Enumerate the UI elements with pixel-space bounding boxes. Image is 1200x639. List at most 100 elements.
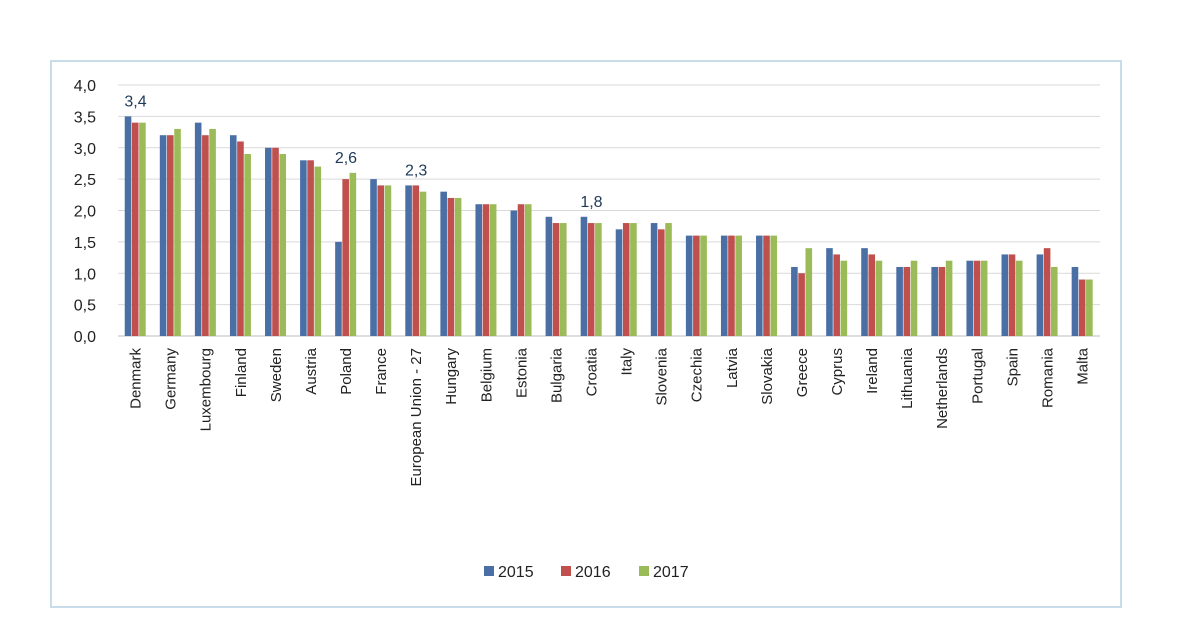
- x-tick-label: Luxembourg: [198, 348, 215, 431]
- bar: [552, 223, 560, 336]
- bar: [279, 154, 287, 336]
- bar: [384, 185, 392, 336]
- bar: [517, 204, 525, 336]
- y-tick-label: 2,5: [74, 172, 96, 189]
- bar: [559, 223, 567, 336]
- bar: [167, 135, 174, 336]
- bar: [194, 122, 202, 337]
- x-tick-label: Cyprus: [829, 348, 846, 396]
- bar: [763, 235, 770, 336]
- x-tick-label: Spain: [1004, 348, 1021, 386]
- legend-label: 2015: [498, 564, 534, 581]
- bar: [622, 223, 630, 336]
- y-tick-label: 1,5: [74, 235, 96, 252]
- x-tick-label: Ireland: [864, 348, 881, 394]
- bar: [861, 248, 868, 336]
- legend-label: 2017: [653, 564, 689, 581]
- x-tick-label: France: [373, 348, 390, 395]
- x-tick-label: Slovenia: [654, 347, 671, 405]
- y-tick-label: 0,0: [74, 329, 96, 346]
- bar: [412, 185, 420, 336]
- y-tick-label: 2,0: [74, 204, 96, 221]
- bar: [209, 128, 216, 336]
- bar: [938, 266, 946, 336]
- bar: [595, 223, 602, 336]
- data-label: 2,6: [335, 150, 357, 167]
- bar: [1015, 260, 1023, 336]
- bar: [1036, 254, 1044, 336]
- bar: [973, 260, 981, 336]
- bar: [980, 260, 988, 336]
- bar: [685, 235, 693, 336]
- bar: [377, 185, 385, 336]
- bar: [1071, 266, 1079, 336]
- bar: [630, 223, 637, 336]
- bar: [833, 254, 840, 336]
- y-tick-label: 3,5: [74, 109, 96, 126]
- x-tick-label: Lithuania: [899, 347, 916, 409]
- bar: [1078, 279, 1086, 336]
- x-tick-label: Croatia: [583, 347, 600, 396]
- bar: [300, 160, 307, 336]
- bar: [272, 147, 279, 336]
- bar: [658, 229, 665, 336]
- bar: [910, 260, 918, 336]
- x-tick-label: European Union - 27: [408, 348, 425, 486]
- bar: [244, 154, 251, 336]
- x-tick-label: Belgium: [478, 348, 495, 402]
- bar: [265, 147, 272, 336]
- bar: [615, 229, 623, 336]
- y-tick-label: 3,0: [74, 141, 96, 158]
- x-tick-label: Portugal: [969, 348, 986, 404]
- bar: [798, 273, 805, 336]
- bar: [693, 235, 700, 336]
- x-tick-label: Netherlands: [934, 348, 951, 429]
- x-tick-label: Slovakia: [759, 347, 776, 404]
- bar: [349, 172, 357, 336]
- bar: [1086, 279, 1093, 336]
- bar: [174, 128, 181, 336]
- bar: [720, 235, 728, 336]
- bar: [868, 254, 876, 336]
- x-tick-label: Greece: [794, 348, 811, 397]
- bar: [405, 185, 412, 336]
- bar: [419, 191, 427, 336]
- bar: [1008, 254, 1016, 336]
- x-tick-label: Hungary: [443, 348, 460, 405]
- x-tick-label: Poland: [338, 348, 355, 395]
- bar: [826, 248, 833, 336]
- x-tick-label: Italy: [619, 348, 636, 376]
- bar: [124, 116, 132, 336]
- x-tick-label: Sweden: [268, 348, 285, 402]
- bar: [229, 135, 237, 336]
- legend-label: 2016: [575, 564, 611, 581]
- bar: [756, 235, 763, 336]
- bar: [665, 223, 672, 336]
- legend-swatch: [484, 566, 494, 576]
- x-tick-label: Estonia: [513, 347, 530, 398]
- bar: [966, 260, 974, 336]
- bar: [1001, 254, 1009, 336]
- bar: [342, 179, 349, 336]
- bar: [840, 260, 848, 336]
- bar: [791, 266, 798, 336]
- bar: [875, 260, 883, 336]
- x-tick-label: Austria: [303, 347, 320, 394]
- bar: [475, 204, 483, 336]
- x-tick-label: Malta: [1074, 347, 1091, 384]
- bar: [454, 197, 462, 336]
- bar: [580, 216, 588, 336]
- bar: [728, 235, 735, 336]
- bar: [131, 122, 139, 337]
- legend-swatch: [561, 566, 571, 576]
- x-tick-label: Romania: [1039, 347, 1056, 408]
- x-tick-label: Finland: [233, 348, 250, 397]
- bar: [307, 160, 314, 336]
- data-label: 1,8: [580, 194, 602, 211]
- bar: [370, 179, 377, 336]
- bar: [931, 266, 938, 336]
- bar: [510, 210, 518, 336]
- bar: [202, 135, 209, 336]
- bar: [159, 135, 167, 336]
